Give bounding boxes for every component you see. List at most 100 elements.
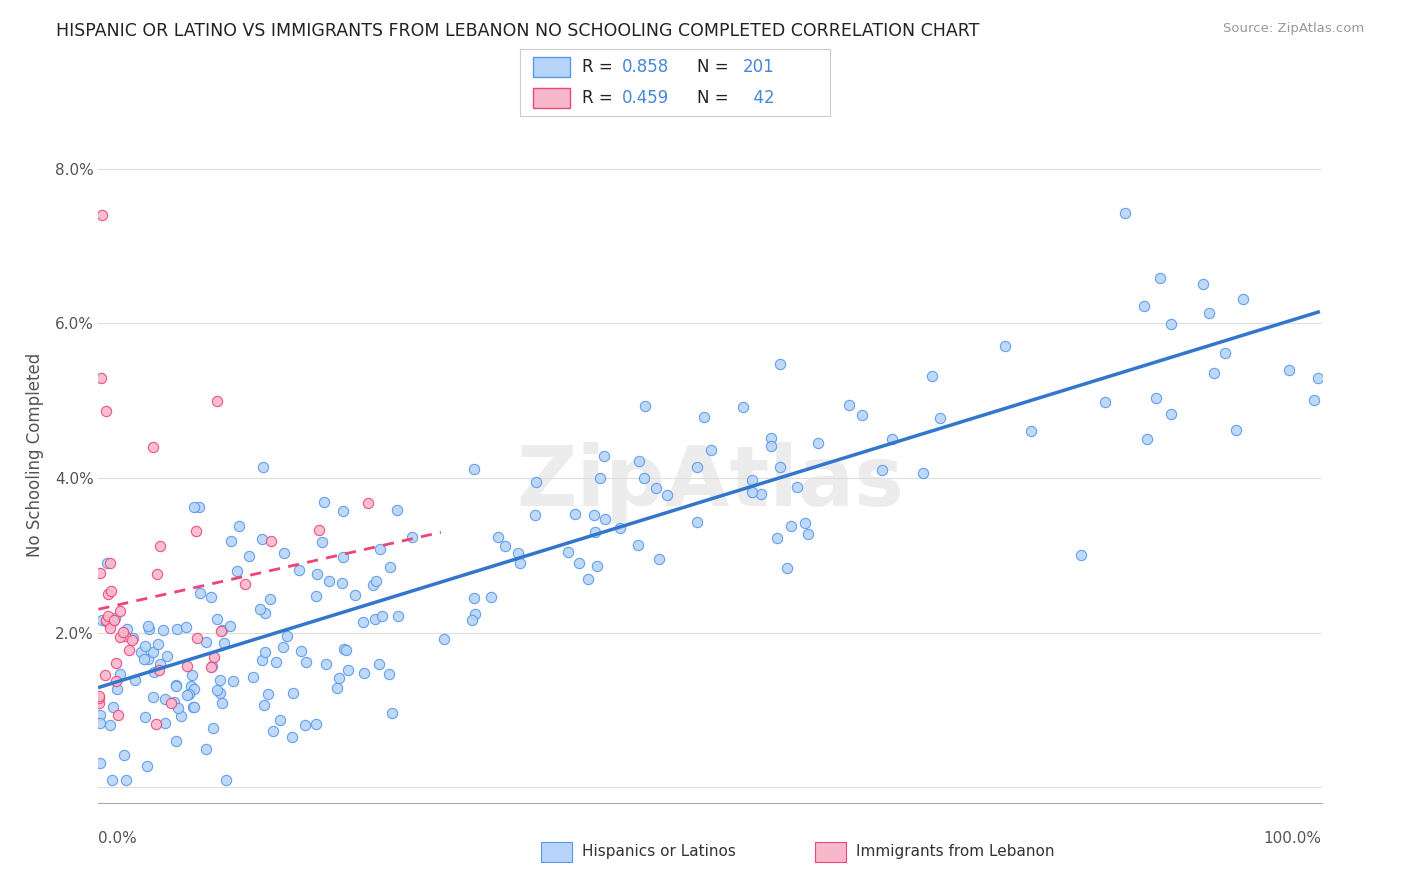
Text: ZipAtlas: ZipAtlas <box>516 442 904 524</box>
Point <box>769 460 792 475</box>
Point <box>226 564 249 578</box>
Point <box>627 454 650 468</box>
Point <box>523 508 546 522</box>
Point <box>107 707 129 722</box>
Point <box>136 618 159 632</box>
Point <box>741 473 763 487</box>
Point <box>121 632 143 647</box>
Point <box>330 576 353 591</box>
Point <box>104 656 127 670</box>
Point <box>295 655 318 669</box>
Point <box>765 531 787 545</box>
Point <box>194 741 217 756</box>
Point <box>568 556 591 570</box>
Point <box>101 614 124 628</box>
Point <box>1136 432 1159 446</box>
Point <box>93 668 115 682</box>
Point <box>1192 277 1215 291</box>
Point <box>749 487 772 501</box>
Point <box>290 644 312 658</box>
Point <box>315 657 337 671</box>
Point <box>108 630 131 644</box>
Point <box>479 590 502 604</box>
Point <box>686 460 709 475</box>
Text: HISPANIC OR LATINO VS IMMIGRANTS FROM LEBANON NO SCHOOLING COMPLETED CORRELATION: HISPANIC OR LATINO VS IMMIGRANTS FROM LE… <box>56 22 980 40</box>
Point <box>153 692 176 706</box>
Point <box>259 534 281 549</box>
Point <box>179 687 201 701</box>
Point <box>318 574 340 589</box>
Point <box>89 691 111 706</box>
Point <box>180 667 202 681</box>
Point <box>627 538 650 552</box>
Point <box>156 648 179 663</box>
Point <box>759 439 782 453</box>
Point <box>108 604 131 618</box>
Point <box>165 678 187 692</box>
Point <box>105 674 128 689</box>
Point <box>332 642 354 657</box>
Point <box>262 724 284 739</box>
Point <box>115 772 138 787</box>
Point <box>311 534 333 549</box>
Text: N =: N = <box>696 58 734 76</box>
Point <box>253 607 276 621</box>
Point <box>1308 371 1330 385</box>
Point <box>205 394 228 409</box>
Point <box>114 629 136 643</box>
Point <box>378 560 401 574</box>
Point <box>152 623 174 637</box>
Point <box>1160 407 1182 421</box>
Point <box>779 519 801 533</box>
Point <box>1278 363 1301 377</box>
Point <box>364 574 387 589</box>
Point <box>180 679 202 693</box>
Point <box>463 462 485 476</box>
Point <box>576 573 599 587</box>
Point <box>153 716 176 731</box>
Point <box>509 557 531 571</box>
Point <box>183 681 205 696</box>
Point <box>1144 391 1167 405</box>
Point <box>269 713 291 727</box>
Point <box>793 516 815 530</box>
Point <box>136 651 159 665</box>
Point <box>138 623 160 637</box>
Point <box>273 546 295 560</box>
Point <box>336 663 359 677</box>
Point <box>1198 306 1220 320</box>
Point <box>228 519 250 533</box>
Point <box>271 640 294 655</box>
Point <box>328 671 350 685</box>
Point <box>335 643 357 657</box>
Point <box>807 436 830 450</box>
Point <box>308 523 330 537</box>
Point <box>332 550 354 565</box>
Point <box>1225 423 1247 437</box>
Point <box>205 683 228 698</box>
Point <box>149 657 172 672</box>
Point <box>609 521 631 535</box>
Point <box>253 644 276 658</box>
Point <box>305 717 328 731</box>
Point <box>589 471 612 485</box>
Point <box>98 557 121 571</box>
Point <box>644 481 666 495</box>
Point <box>929 411 952 425</box>
Point <box>692 409 714 424</box>
Point <box>91 613 114 627</box>
Point <box>165 734 187 748</box>
Point <box>209 673 232 687</box>
Point <box>166 622 188 636</box>
Text: 201: 201 <box>742 58 775 76</box>
Point <box>326 681 349 695</box>
Text: 42: 42 <box>742 89 775 107</box>
Point <box>97 609 120 624</box>
Point <box>353 665 375 680</box>
Point <box>370 541 392 556</box>
Text: 0.0%: 0.0% <box>98 831 138 847</box>
Point <box>741 485 763 500</box>
Point <box>1070 548 1092 562</box>
Point <box>118 642 141 657</box>
Point <box>252 459 274 474</box>
